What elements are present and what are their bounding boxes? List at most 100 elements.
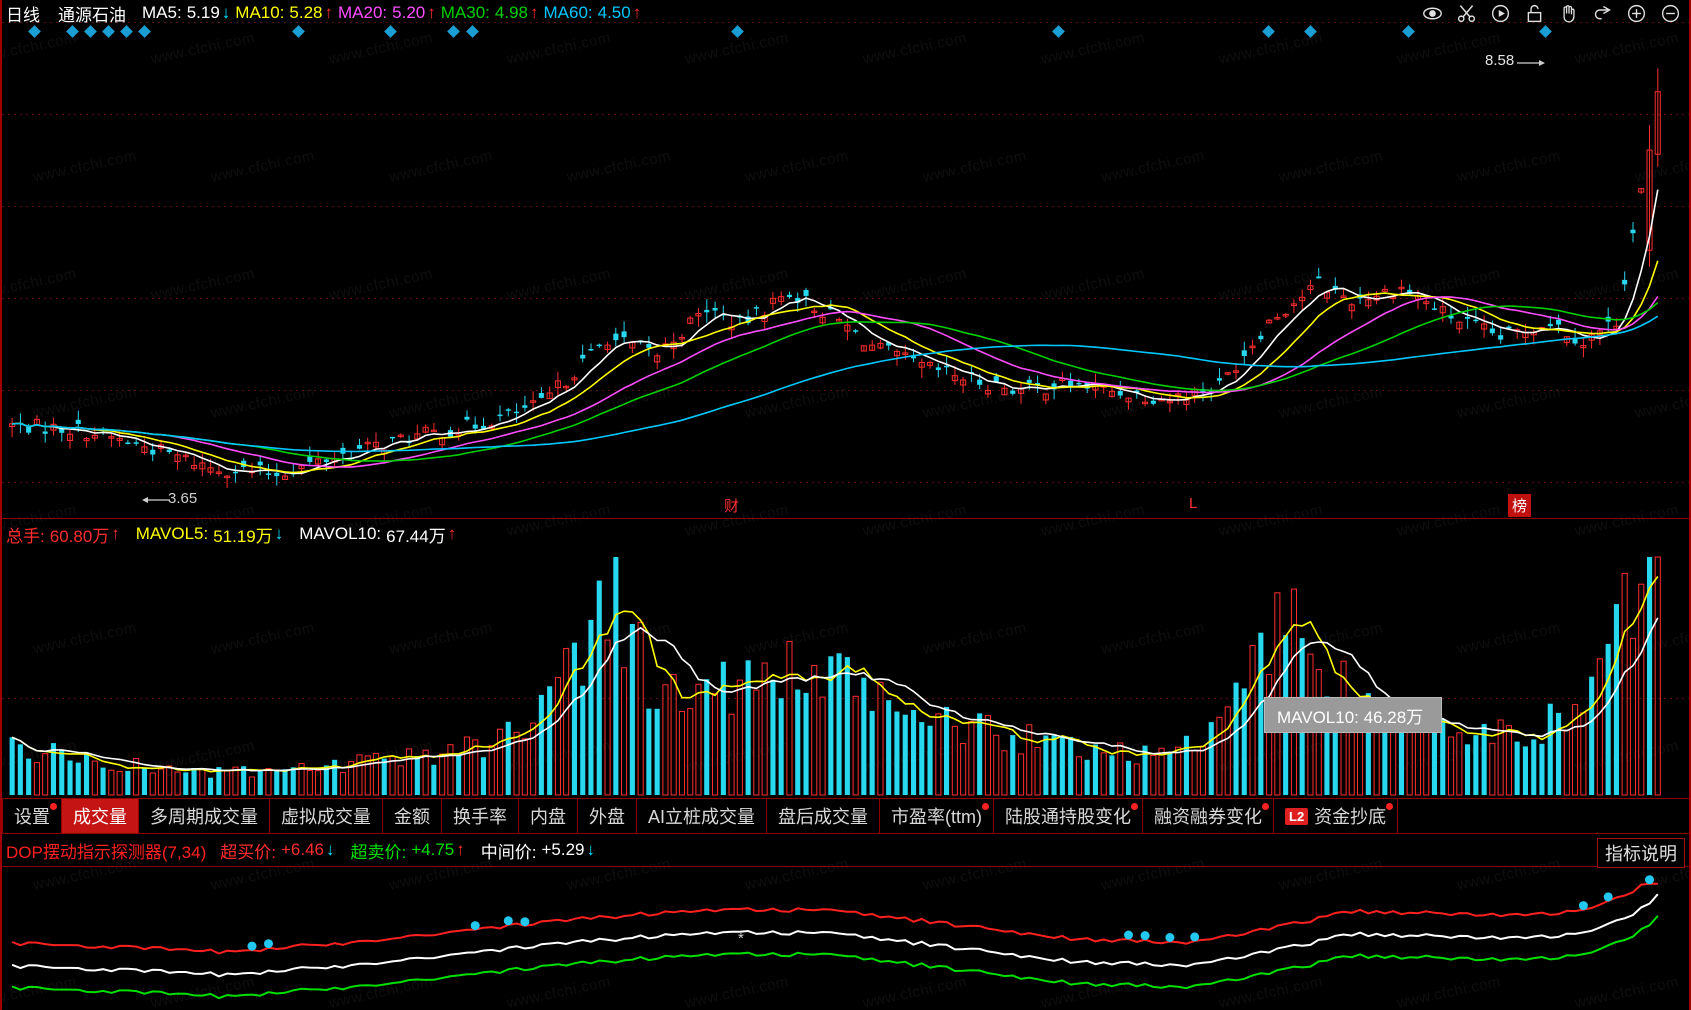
event-marker-diamond[interactable] — [120, 25, 133, 38]
tab-3[interactable]: 虚拟成交量 — [270, 799, 383, 833]
event-marker-diamond[interactable] — [28, 25, 41, 38]
ma20-value: 5.20 — [392, 3, 426, 22]
mid-value: +5.29 — [541, 840, 585, 859]
tab-6[interactable]: 内盘 — [519, 799, 578, 833]
play-circle-icon[interactable] — [1490, 3, 1511, 24]
event-marker-diamond[interactable] — [102, 25, 115, 38]
event-marker-diamond[interactable] — [1539, 25, 1552, 38]
tab-5[interactable]: 换手率 — [442, 799, 519, 833]
mavol5-arrow: ↓ — [274, 524, 284, 543]
marker-l[interactable]: L — [1189, 495, 1198, 512]
price-legend-row: 日线 通源石油 MA5: 5.19 ↓ MA10: 5.28 ↑ MA20: 5… — [6, 2, 1689, 25]
mavol10-tooltip: MAVOL10: 46.28万 — [1264, 697, 1442, 733]
volume-chart-panel[interactable] — [2, 548, 1689, 798]
overbuy-value: +6.46 — [280, 840, 324, 859]
volume-legend-row: 总手: 60.80万 ↑ MAVOL5: 51.19万 ↓ MAVOL10: 6… — [6, 522, 1689, 546]
stock-name-label[interactable]: 通源石油 — [58, 5, 126, 25]
mavol10-value: 67.44万 — [386, 526, 446, 546]
overbuy-arrow: ↓ — [326, 840, 335, 859]
event-marker-diamond[interactable] — [1052, 25, 1065, 38]
event-marker-diamond[interactable] — [138, 25, 151, 38]
event-marker-diamond[interactable] — [1262, 25, 1275, 38]
mavol5-value: 51.19万 — [213, 526, 273, 546]
tab-4[interactable]: 金额 — [383, 799, 442, 833]
tab-7[interactable]: 外盘 — [578, 799, 637, 833]
tab-label: 陆股通持股变化 — [1005, 807, 1131, 827]
dop-name[interactable]: DOP摆动指示探测器(7,34) — [6, 842, 207, 862]
eye-icon[interactable] — [1422, 3, 1443, 24]
candlestick-chart — [9, 68, 1661, 488]
tab-label: 换手率 — [453, 807, 507, 827]
oversell-label: 超卖价: — [350, 842, 407, 862]
event-marker-diamond[interactable] — [447, 25, 460, 38]
price-chart-panel[interactable]: 8.58 3.65 财 L 榜 — [2, 22, 1689, 517]
volume-bars — [9, 556, 1661, 796]
tab-11[interactable]: 陆股通持股变化 — [994, 799, 1143, 833]
panel-divider-1 — [2, 518, 1689, 519]
ma30-label: MA30: — [440, 3, 490, 22]
notification-dot-icon — [1131, 803, 1138, 810]
scissors-icon[interactable] — [1456, 3, 1477, 24]
dop-lines — [11, 875, 1659, 1000]
high-price-label: 8.58 — [1485, 52, 1515, 69]
event-marker-strip — [2, 24, 1689, 38]
marker-bang[interactable]: 榜 — [1508, 494, 1532, 517]
mid-label: 中间价: — [480, 842, 537, 862]
tab-label: 融资融券变化 — [1154, 807, 1262, 827]
l2-badge: L2 — [1285, 807, 1309, 825]
event-marker-diamond[interactable] — [731, 25, 744, 38]
event-marker-diamond[interactable] — [292, 25, 305, 38]
total-volume-label: 总手: — [6, 526, 45, 546]
event-marker-diamond[interactable] — [84, 25, 97, 38]
tab-13[interactable]: L2 资金抄底 — [1274, 799, 1399, 833]
period-label[interactable]: 日线 — [6, 5, 40, 25]
lock-icon[interactable] — [1524, 3, 1545, 24]
tab-12[interactable]: 融资融券变化 — [1143, 799, 1274, 833]
ma20-arrow: ↑ — [427, 3, 436, 22]
ma30-arrow: ↑ — [529, 3, 539, 22]
event-marker-diamond[interactable] — [466, 25, 479, 38]
tab-0[interactable]: 设置 — [2, 799, 62, 833]
tab-label: 市盈率(ttm) — [891, 807, 982, 827]
indicator-description-button[interactable]: 指标说明 — [1597, 838, 1685, 868]
total-volume-arrow: ↑ — [111, 524, 120, 543]
tab-label: 内盘 — [530, 807, 566, 827]
tab-label: 资金抄底 — [1314, 807, 1387, 827]
marker-cai[interactable]: 财 — [724, 498, 740, 515]
tab-label: 盘后成交量 — [778, 807, 869, 827]
tab-10[interactable]: 市盈率(ttm) — [880, 799, 994, 833]
hand-icon[interactable] — [1558, 3, 1579, 24]
tab-label: 设置 — [14, 807, 50, 827]
mavol5-label: MAVOL5: — [135, 524, 209, 543]
tab-2[interactable]: 多周期成交量 — [139, 799, 270, 833]
panel-divider-2 — [2, 866, 1689, 867]
tab-8[interactable]: AI立桩成交量 — [637, 799, 768, 833]
ma5-arrow: ↓ — [221, 3, 231, 22]
ma60-value: 4.50 — [597, 3, 631, 22]
tab-9[interactable]: 盘后成交量 — [767, 799, 881, 833]
zoom-out-icon[interactable] — [1660, 3, 1681, 24]
notification-dot-icon — [1262, 803, 1269, 810]
zoom-in-icon[interactable] — [1626, 3, 1647, 24]
ma5-value: 5.19 — [186, 3, 220, 22]
tab-label: 虚拟成交量 — [281, 807, 371, 827]
indicator-tab-bar: 设置 成交量 多周期成交量 虚拟成交量 金额 换手率 内盘 外盘 AI立桩成交量 盘后成交量 市盈率… — [2, 798, 1689, 834]
total-volume-value: 60.80万 — [49, 526, 110, 546]
tab-bar-filler — [1398, 799, 1689, 833]
notification-dot-icon — [50, 803, 57, 810]
overbuy-label: 超买价: — [220, 842, 276, 862]
tab-label: 成交量 — [73, 807, 127, 827]
dop-chart-panel[interactable]: * — [2, 868, 1689, 1008]
undo-icon[interactable] — [1592, 3, 1613, 24]
ma30-value: 4.98 — [494, 3, 528, 22]
event-marker-diamond[interactable] — [1402, 25, 1415, 38]
event-marker-diamond[interactable] — [384, 25, 397, 38]
ma20-label: MA20: — [338, 3, 388, 22]
event-marker-diamond[interactable] — [66, 25, 79, 38]
event-marker-diamond[interactable] — [1304, 25, 1317, 38]
dop-star-marker: * — [738, 930, 744, 947]
ma10-arrow: ↑ — [324, 3, 334, 22]
tab-1[interactable]: 成交量 — [62, 799, 139, 833]
ma60-label: MA60: — [543, 3, 593, 22]
